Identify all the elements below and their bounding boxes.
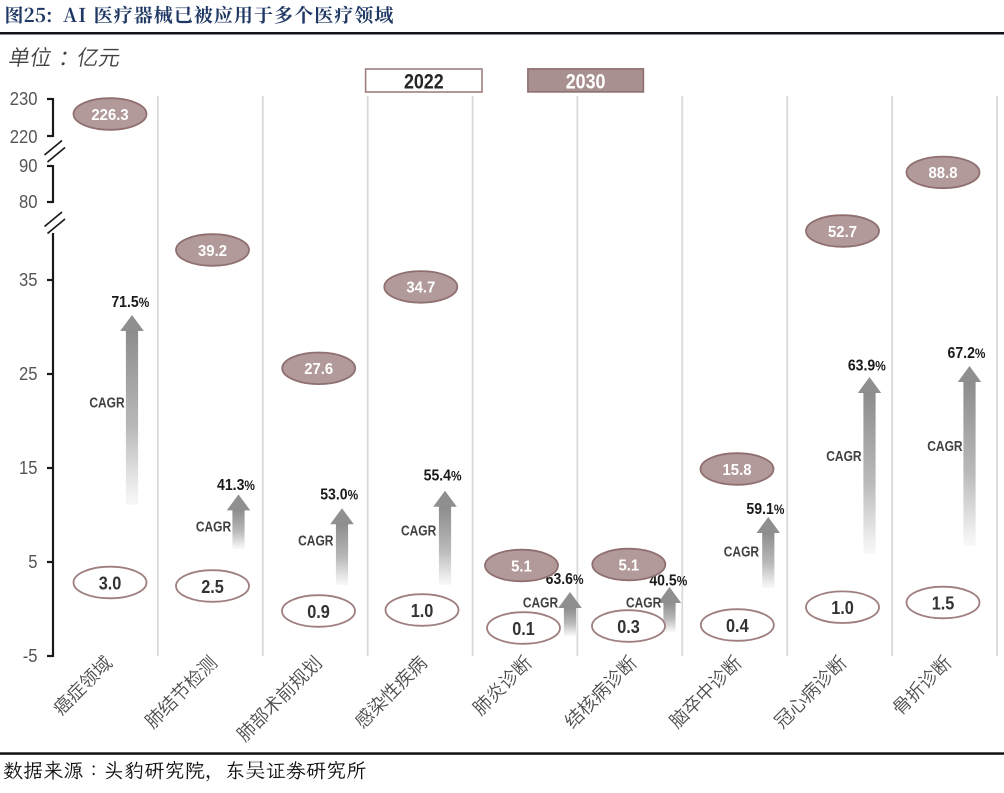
svg-text:3.0: 3.0 bbox=[99, 572, 122, 593]
svg-text:63.9%: 63.9% bbox=[848, 357, 886, 375]
svg-text:CAGR: CAGR bbox=[401, 522, 436, 539]
svg-text:40.5%: 40.5% bbox=[649, 572, 687, 590]
svg-text:2.5: 2.5 bbox=[201, 576, 224, 597]
svg-text:1.0: 1.0 bbox=[411, 600, 434, 621]
svg-text:0.9: 0.9 bbox=[307, 601, 330, 622]
svg-text:88.8: 88.8 bbox=[929, 165, 958, 183]
svg-text:53.0%: 53.0% bbox=[320, 486, 358, 504]
svg-text:25: 25 bbox=[19, 363, 38, 384]
svg-text:CAGR: CAGR bbox=[298, 532, 333, 549]
svg-text:1.0: 1.0 bbox=[831, 597, 854, 618]
svg-text:-5: -5 bbox=[23, 645, 38, 666]
svg-text:0.1: 0.1 bbox=[512, 618, 535, 639]
svg-text:63.6%: 63.6% bbox=[546, 570, 584, 588]
svg-text:0.3: 0.3 bbox=[617, 616, 640, 637]
svg-text:59.1%: 59.1% bbox=[746, 500, 784, 518]
svg-text:220: 220 bbox=[10, 126, 38, 147]
svg-text:67.2%: 67.2% bbox=[948, 344, 986, 362]
svg-text:CAGR: CAGR bbox=[927, 438, 962, 455]
svg-text:55.4%: 55.4% bbox=[424, 467, 462, 485]
svg-text:90: 90 bbox=[19, 155, 38, 176]
svg-text:15: 15 bbox=[19, 457, 38, 478]
svg-text:2022: 2022 bbox=[404, 70, 444, 94]
svg-text:226.3: 226.3 bbox=[91, 106, 129, 124]
svg-text:0.4: 0.4 bbox=[726, 615, 749, 636]
svg-text:CAGR: CAGR bbox=[196, 518, 231, 535]
svg-text:27.6: 27.6 bbox=[304, 361, 333, 379]
svg-text:2030: 2030 bbox=[566, 70, 606, 94]
svg-text:80: 80 bbox=[19, 191, 38, 212]
svg-text:71.5%: 71.5% bbox=[111, 293, 149, 311]
svg-text:1.5: 1.5 bbox=[932, 592, 955, 613]
svg-text:CAGR: CAGR bbox=[724, 543, 759, 560]
svg-text:34.7: 34.7 bbox=[406, 279, 435, 297]
svg-text:52.7: 52.7 bbox=[828, 223, 857, 241]
svg-text:CAGR: CAGR bbox=[826, 448, 861, 465]
svg-text:CAGR: CAGR bbox=[89, 394, 124, 411]
svg-text:39.2: 39.2 bbox=[198, 242, 227, 260]
svg-text:230: 230 bbox=[10, 88, 38, 109]
svg-text:CAGR: CAGR bbox=[626, 594, 661, 611]
svg-text:5.1: 5.1 bbox=[511, 558, 532, 576]
svg-text:5: 5 bbox=[28, 551, 37, 572]
svg-text:35: 35 bbox=[19, 269, 38, 290]
svg-text:CAGR: CAGR bbox=[523, 594, 558, 611]
svg-text:41.3%: 41.3% bbox=[217, 476, 255, 494]
svg-text:5.1: 5.1 bbox=[618, 557, 639, 575]
svg-text:15.8: 15.8 bbox=[723, 461, 752, 479]
